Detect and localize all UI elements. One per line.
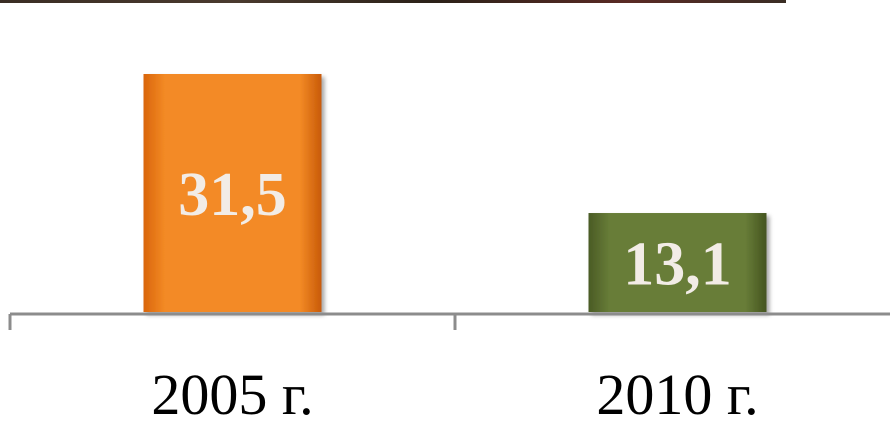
- photo-strip: [0, 0, 786, 3]
- x-tick-label-1: 2010 г.: [596, 362, 758, 423]
- bar-1: [588, 213, 767, 312]
- bar-0: [143, 74, 322, 312]
- x-tick-label-0: 2005 г.: [151, 362, 313, 423]
- data-label-0: 31,5: [178, 161, 287, 229]
- data-label-1: 13,1: [623, 231, 732, 299]
